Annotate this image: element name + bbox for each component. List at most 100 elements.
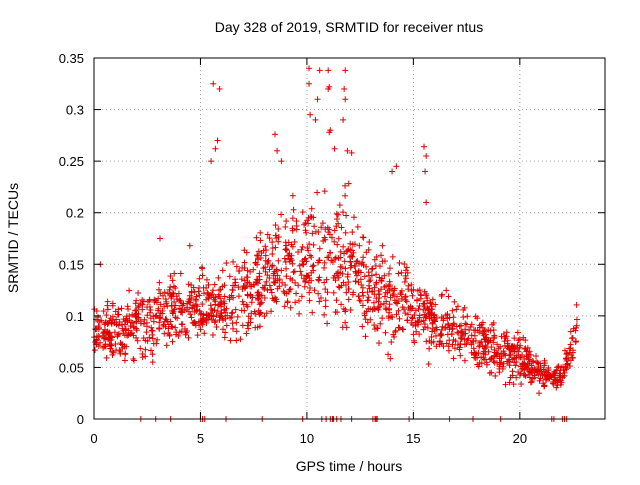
data-point (205, 295, 212, 302)
data-point (273, 296, 280, 303)
data-point (268, 308, 275, 315)
data-point (298, 293, 305, 300)
data-point (144, 338, 151, 345)
data-point (340, 209, 347, 216)
data-point (541, 382, 548, 389)
data-point (169, 338, 176, 345)
data-point (172, 324, 179, 331)
data-point (310, 262, 317, 269)
data-point (239, 322, 246, 329)
data-point (203, 312, 210, 319)
data-point (289, 192, 296, 199)
data-point (342, 265, 349, 272)
data-point (93, 308, 100, 315)
data-point (430, 317, 437, 324)
outlier-point (314, 96, 321, 103)
data-point (301, 283, 308, 290)
data-point (283, 218, 290, 225)
data-point (535, 363, 542, 370)
data-point (254, 256, 261, 263)
data-point (299, 209, 306, 216)
data-point (513, 352, 520, 359)
data-point (359, 234, 366, 241)
data-point (541, 371, 548, 378)
data-point (319, 220, 326, 227)
data-point (350, 214, 357, 221)
data-point (156, 315, 163, 322)
data-point (494, 341, 501, 348)
data-point (365, 269, 372, 276)
data-point (526, 368, 533, 375)
data-point (568, 335, 575, 342)
data-point (496, 365, 503, 372)
data-point (129, 311, 136, 318)
data-point (238, 276, 245, 283)
data-point (150, 318, 157, 325)
data-point (449, 307, 456, 314)
outlier-point (212, 145, 219, 152)
data-point (337, 263, 344, 270)
data-point (351, 241, 358, 248)
data-point (483, 344, 490, 351)
data-point (381, 272, 388, 279)
data-point (359, 323, 366, 330)
data-point (573, 301, 580, 308)
data-point (194, 332, 201, 339)
data-point (336, 202, 343, 209)
data-point (562, 355, 569, 362)
data-point (342, 319, 349, 326)
data-point (290, 206, 297, 213)
data-point (479, 343, 486, 350)
data-point (199, 272, 206, 279)
data-point (420, 317, 427, 324)
data-point (411, 311, 418, 318)
data-point (522, 345, 529, 352)
data-point (331, 238, 338, 245)
data-point (130, 324, 137, 331)
data-point (553, 367, 560, 374)
data-point (284, 299, 291, 306)
data-point (388, 339, 395, 346)
data-point (423, 292, 430, 299)
data-point (541, 357, 548, 364)
data-point (289, 225, 296, 232)
data-point (405, 282, 412, 289)
data-point (163, 342, 170, 349)
data-point (410, 286, 417, 293)
data-point (262, 252, 269, 259)
data-point (203, 276, 210, 283)
data-point (356, 260, 363, 267)
data-point (467, 323, 474, 330)
data-point (120, 316, 127, 323)
data-point (377, 320, 384, 327)
data-point (537, 375, 544, 382)
data-point (486, 370, 493, 377)
data-point (499, 363, 506, 370)
data-point (151, 299, 158, 306)
data-point (95, 323, 102, 330)
data-point (256, 273, 263, 280)
data-point (135, 289, 142, 296)
data-point (497, 343, 504, 350)
data-point (349, 229, 356, 236)
data-point (149, 331, 156, 338)
data-point (188, 282, 195, 289)
data-point (338, 301, 345, 308)
data-point (261, 285, 268, 292)
x-axis-label: GPS time / hours (296, 458, 403, 474)
data-point (281, 303, 288, 310)
data-point (321, 234, 328, 241)
data-point (167, 284, 174, 291)
data-point (348, 253, 355, 260)
data-point (365, 294, 372, 301)
x-tick-label: 5 (197, 431, 204, 446)
data-point (446, 324, 453, 331)
data-point (219, 326, 226, 333)
data-point (554, 364, 561, 371)
data-point (426, 345, 433, 352)
data-point (243, 249, 250, 256)
data-point (282, 239, 289, 246)
data-point (453, 306, 460, 313)
data-point (318, 295, 325, 302)
data-point (529, 375, 536, 382)
